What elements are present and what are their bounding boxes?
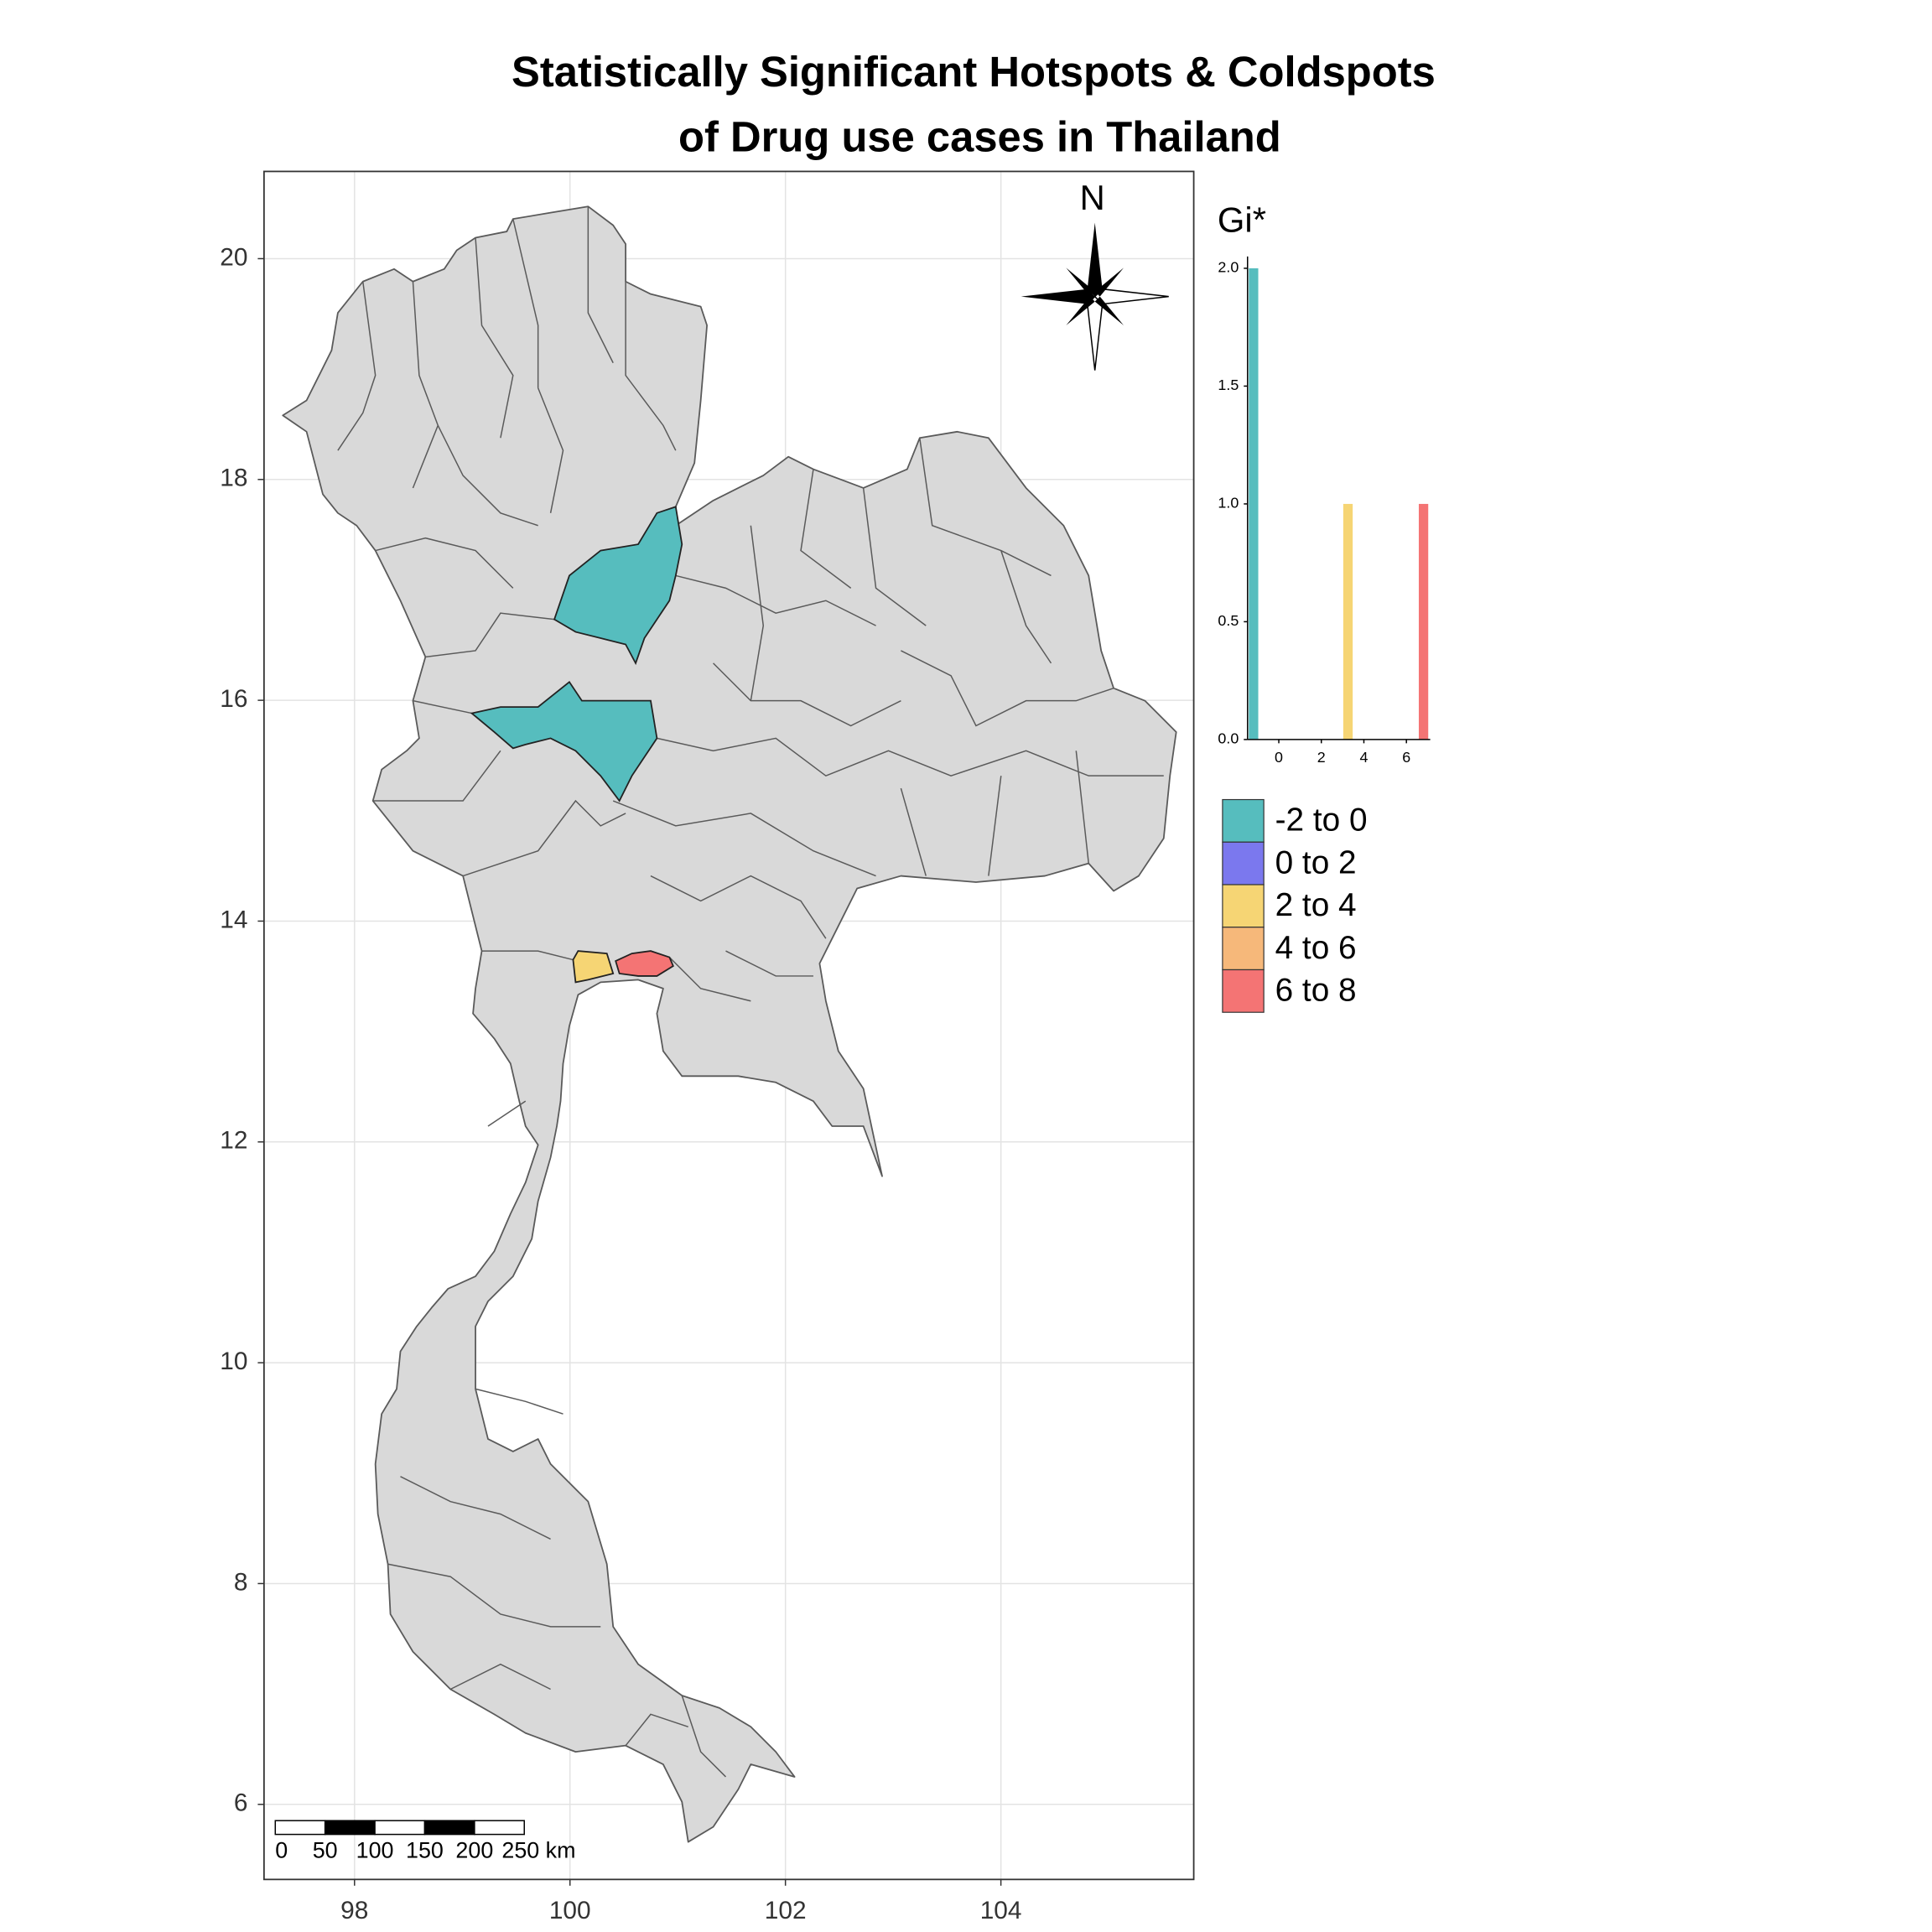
legend-swatch [1222,969,1265,1013]
x-tick-label: 2 [1317,749,1326,766]
north-arrow: N [1021,178,1169,371]
histogram-bar [1249,267,1259,740]
map [282,205,1177,1843]
x-tick-label: 104 [980,1897,1022,1924]
scale-bar-segment [374,1820,426,1836]
x-tick-label: 102 [765,1897,807,1924]
scale-bar-label: 50 [313,1838,338,1863]
hotspot-province [572,950,615,984]
y-tick-label: 0.5 [1218,612,1239,629]
y-tick-label: 2.0 [1218,259,1239,276]
y-tick-label: 18 [220,465,247,492]
legend-label: 2 to 4 [1275,887,1357,923]
y-tick-label: 1.0 [1218,495,1239,512]
scale-bar-segment [324,1820,376,1836]
scale-bar-segment [423,1820,475,1836]
north-arrow-part [1094,267,1124,297]
histogram-bar [1343,503,1353,740]
title-line: Statistically Significant Hotspots & Col… [512,48,1436,96]
y-tick-label: 6 [234,1789,248,1817]
y-tick-label: 8 [234,1568,248,1596]
legend-label: 4 to 6 [1275,930,1357,966]
y-tick-label: 12 [220,1127,247,1155]
y-tick-label: 10 [220,1348,247,1375]
scale-bar-label: 100 [356,1838,394,1863]
x-tick-label: 6 [1402,749,1410,766]
y-tick-label: 20 [220,243,247,271]
scale-bar: 0 50 100 150 200 250 km [274,1820,575,1863]
x-tick-label: 100 [549,1897,591,1924]
scale-bar-segment [274,1820,326,1836]
map-frame [262,170,1195,1881]
north-arrow-part [1087,222,1103,297]
north-arrow-part [1093,288,1169,305]
hotspot-province [553,506,683,666]
north-arrow-part [1021,288,1095,304]
y-tick-label: 14 [220,906,247,933]
hotspot-province [615,950,674,977]
x-tick-label: 0 [1275,749,1283,766]
province-borders [337,206,1164,1778]
scale-bar-label: 200 [455,1838,493,1863]
title-line: of Drug use cases in Thailand [678,113,1281,161]
north-label: N [1080,178,1105,217]
x-tick-label: 4 [1360,749,1368,766]
legend-label: 0 to 2 [1275,844,1357,880]
histogram: Gi* 0.0 0.5 1.0 1.5 2.0 0 2 4 6 [1218,200,1431,766]
histogram-title: Gi* [1218,200,1266,240]
legend-label: 6 to 8 [1275,973,1357,1009]
legend-label: -2 to 0 [1275,802,1368,839]
legend-swatch [1222,798,1265,843]
north-arrow-part [1066,296,1095,325]
north-arrow-part [1094,296,1124,325]
histogram-bar [1418,503,1429,740]
y-tick-label: 16 [220,685,247,713]
legend: -2 to 0 0 to 2 2 to 4 4 to 6 6 to 8 [1222,798,1368,1013]
scale-bar-segment [474,1820,525,1836]
y-tick-label: 1.5 [1218,377,1239,393]
y-tick-label: 0.0 [1218,730,1239,747]
scale-bar-label: 0 [275,1838,288,1863]
x-tick-label: 98 [340,1897,368,1924]
hotspot-province [470,680,658,802]
scale-bar-label: 250 km [501,1838,575,1863]
legend-swatch [1222,841,1265,886]
legend-swatch [1222,884,1265,928]
scale-bar-label: 150 [406,1838,444,1863]
north-arrow-part [1066,267,1095,297]
legend-swatch [1222,927,1265,971]
